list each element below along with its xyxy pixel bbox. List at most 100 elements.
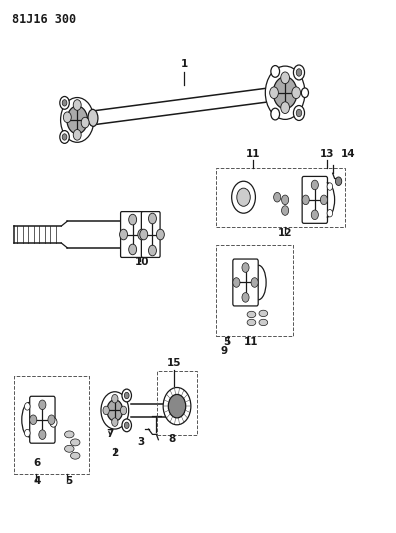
Text: 12: 12 xyxy=(278,228,292,238)
FancyBboxPatch shape xyxy=(141,212,160,257)
Circle shape xyxy=(311,180,318,190)
Circle shape xyxy=(60,131,69,143)
Ellipse shape xyxy=(65,446,74,452)
Circle shape xyxy=(237,188,250,206)
Circle shape xyxy=(112,394,118,403)
Circle shape xyxy=(122,389,131,402)
Circle shape xyxy=(129,244,137,255)
Text: 4: 4 xyxy=(34,476,41,486)
Circle shape xyxy=(25,430,30,437)
Circle shape xyxy=(270,87,278,99)
Circle shape xyxy=(60,96,69,109)
Circle shape xyxy=(274,192,281,202)
Ellipse shape xyxy=(247,311,256,318)
Circle shape xyxy=(138,229,146,240)
Bar xyxy=(216,168,345,227)
Circle shape xyxy=(73,130,81,140)
Circle shape xyxy=(39,430,46,439)
Circle shape xyxy=(122,419,131,432)
Circle shape xyxy=(301,88,308,98)
Circle shape xyxy=(120,229,128,240)
Ellipse shape xyxy=(88,109,98,126)
Text: 15: 15 xyxy=(167,358,181,368)
Circle shape xyxy=(232,181,255,213)
Text: 10: 10 xyxy=(135,257,150,268)
Ellipse shape xyxy=(65,431,74,438)
Circle shape xyxy=(296,109,302,117)
Circle shape xyxy=(282,195,289,205)
Circle shape xyxy=(273,77,297,109)
Circle shape xyxy=(30,415,37,424)
Circle shape xyxy=(25,403,30,410)
Circle shape xyxy=(61,98,94,142)
Circle shape xyxy=(140,229,148,240)
Circle shape xyxy=(124,422,129,429)
Circle shape xyxy=(320,195,327,205)
Bar xyxy=(216,245,293,336)
Ellipse shape xyxy=(259,310,268,317)
FancyBboxPatch shape xyxy=(302,176,327,223)
Bar xyxy=(157,371,197,435)
Circle shape xyxy=(120,406,127,415)
Circle shape xyxy=(148,213,156,224)
Circle shape xyxy=(302,195,309,205)
Circle shape xyxy=(293,106,305,120)
Circle shape xyxy=(327,183,333,190)
Circle shape xyxy=(67,106,88,134)
Text: 14: 14 xyxy=(341,149,356,159)
Text: 8: 8 xyxy=(169,434,176,445)
Circle shape xyxy=(168,394,186,418)
Circle shape xyxy=(296,69,302,76)
Text: 5: 5 xyxy=(66,476,73,486)
Ellipse shape xyxy=(259,319,268,326)
Circle shape xyxy=(281,72,289,84)
Circle shape xyxy=(293,65,305,80)
Circle shape xyxy=(282,206,289,215)
Circle shape xyxy=(48,415,55,424)
Ellipse shape xyxy=(70,439,80,446)
Text: 2: 2 xyxy=(111,448,118,458)
Circle shape xyxy=(124,392,129,399)
Circle shape xyxy=(129,214,137,225)
Text: 6: 6 xyxy=(34,458,41,469)
Circle shape xyxy=(62,134,67,140)
Circle shape xyxy=(292,87,301,99)
FancyBboxPatch shape xyxy=(120,212,144,257)
FancyBboxPatch shape xyxy=(233,259,258,306)
Text: 3: 3 xyxy=(137,437,144,447)
Text: 13: 13 xyxy=(320,149,334,159)
Circle shape xyxy=(148,245,156,256)
Circle shape xyxy=(271,66,280,77)
Circle shape xyxy=(163,387,191,425)
Circle shape xyxy=(265,66,305,119)
Bar xyxy=(14,376,89,474)
Text: 11: 11 xyxy=(244,337,259,348)
Circle shape xyxy=(311,210,318,220)
Circle shape xyxy=(242,263,249,272)
FancyBboxPatch shape xyxy=(30,397,55,443)
Text: 7: 7 xyxy=(107,429,114,439)
Text: 11: 11 xyxy=(246,149,261,159)
Circle shape xyxy=(101,392,129,429)
Circle shape xyxy=(156,229,164,240)
Text: 81J16 300: 81J16 300 xyxy=(12,13,76,26)
Circle shape xyxy=(271,108,280,120)
Circle shape xyxy=(63,112,71,123)
Ellipse shape xyxy=(70,452,80,459)
Circle shape xyxy=(233,278,240,287)
Circle shape xyxy=(327,209,333,217)
Circle shape xyxy=(103,406,109,415)
Circle shape xyxy=(62,100,67,106)
Circle shape xyxy=(39,400,46,409)
Circle shape xyxy=(50,418,57,427)
Circle shape xyxy=(281,102,289,114)
Text: 1: 1 xyxy=(181,59,188,69)
Circle shape xyxy=(107,400,123,421)
Circle shape xyxy=(73,100,81,110)
Circle shape xyxy=(112,418,118,426)
Ellipse shape xyxy=(247,319,256,326)
Circle shape xyxy=(251,278,258,287)
Circle shape xyxy=(81,117,89,128)
Text: 9: 9 xyxy=(220,346,227,357)
Circle shape xyxy=(242,293,249,302)
